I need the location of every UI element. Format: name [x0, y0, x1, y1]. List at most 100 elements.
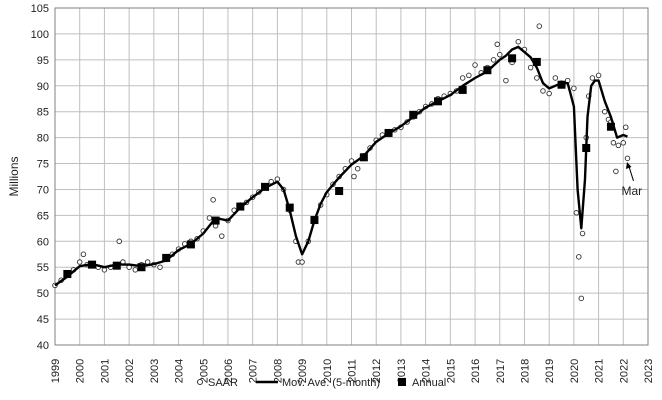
- legend-label: SAAR: [208, 377, 238, 389]
- x-tick-label: 2023: [643, 359, 655, 383]
- y-tick-label: 100: [31, 29, 49, 41]
- y-tick-label: 60: [37, 236, 49, 248]
- saar-point: [546, 90, 552, 97]
- legend-saar-marker: [197, 379, 203, 385]
- x-tick-label: 2003: [149, 359, 161, 383]
- y-tick-label: 85: [37, 107, 49, 119]
- legend: SAAR Mov. Ave. (5-month) Annual: [197, 377, 446, 389]
- x-tick-label: 2016: [470, 359, 482, 383]
- saar-point: [466, 72, 472, 79]
- saar-point: [579, 230, 586, 237]
- x-tick-label: 2014: [421, 359, 433, 383]
- x-tick-label: 2022: [618, 359, 630, 383]
- y-tick-label: 45: [37, 314, 49, 326]
- y-tick-label: 95: [37, 55, 49, 67]
- annual-point: [483, 66, 492, 75]
- annual-point: [582, 143, 591, 152]
- y-tick-label: 70: [37, 184, 49, 196]
- x-tick-label: 2009: [297, 359, 309, 383]
- x-tick-label: 2015: [445, 359, 457, 383]
- y-tick-label: 40: [37, 340, 49, 352]
- x-tick-label: 2004: [174, 359, 186, 383]
- annual-point: [606, 122, 615, 131]
- annual-point: [211, 216, 220, 225]
- annual-point: [137, 263, 146, 272]
- saar-point: [299, 259, 305, 265]
- annual-point: [409, 110, 418, 119]
- annual-point: [433, 97, 442, 106]
- x-tick-label: 2017: [495, 359, 507, 383]
- x-tick-label: 2000: [75, 359, 87, 383]
- saar-point: [589, 75, 596, 81]
- x-tick-label: 2021: [594, 359, 606, 383]
- y-tick-label: 65: [37, 210, 49, 222]
- saar-point: [602, 108, 608, 115]
- saar-point: [490, 57, 497, 63]
- x-tick-label: 2001: [99, 359, 111, 383]
- x-tick-label: 2007: [248, 359, 260, 383]
- y-axis-title: Millions: [7, 156, 21, 196]
- saar-point: [157, 264, 163, 270]
- x-tick-label: 2020: [569, 359, 581, 383]
- y-tick-label: 90: [37, 81, 49, 93]
- saar-point: [578, 295, 585, 302]
- x-tick-label: 2012: [371, 359, 383, 383]
- saar-point: [620, 140, 627, 146]
- x-tick-label: 2018: [519, 359, 531, 383]
- annual-point: [162, 253, 171, 262]
- annotation-arrowhead: [625, 161, 632, 169]
- saar-point: [354, 165, 361, 172]
- annotation-label: Mar: [621, 184, 642, 198]
- y-tick-label: 55: [37, 262, 49, 274]
- saar-point: [206, 215, 213, 221]
- x-tick-label: 2010: [322, 359, 334, 383]
- annual-point: [532, 57, 541, 66]
- moving-average-line: [54, 45, 628, 287]
- y-tick-label: 50: [37, 288, 49, 300]
- saar-point: [144, 259, 151, 265]
- annual-point: [261, 182, 270, 191]
- saar-point: [534, 75, 540, 81]
- annotation-layer: Mar: [621, 161, 642, 198]
- saar-point: [116, 238, 122, 245]
- annual-point: [236, 202, 245, 211]
- saar-point: [80, 251, 87, 258]
- saar-point: [494, 41, 501, 48]
- annual-point: [112, 261, 121, 270]
- x-tick-label: 2006: [223, 359, 235, 383]
- annual-point: [335, 187, 344, 196]
- saar-point: [573, 210, 580, 216]
- saar-point: [527, 64, 534, 71]
- saar-point: [552, 75, 559, 81]
- data-layer: [52, 23, 631, 302]
- annual-point: [384, 128, 393, 137]
- legend-annual-marker: [398, 378, 406, 386]
- saar-point: [472, 62, 478, 68]
- annual-point: [186, 240, 195, 249]
- annual-point: [557, 80, 566, 89]
- x-tick-label: 1999: [50, 359, 62, 383]
- saar-point: [623, 124, 629, 130]
- legend-label: Annual: [412, 377, 446, 389]
- annual-point: [285, 203, 294, 212]
- saar-point: [503, 77, 509, 84]
- saar-point: [210, 197, 216, 203]
- annual-point: [310, 216, 319, 225]
- annual-point: [63, 269, 72, 278]
- saar-point: [351, 173, 357, 180]
- saar-point: [515, 38, 522, 45]
- axes-layer: 40 45 50 55 60 65 70 75 80 85 90 95 100 105 1999 2000 20…: [7, 3, 655, 383]
- saar-point: [595, 72, 602, 79]
- plot-frame: [54, 7, 649, 346]
- saar-point: [571, 85, 577, 92]
- y-tick-label: 75: [37, 159, 49, 171]
- saar-point: [540, 88, 546, 94]
- legend-label: Mov. Ave. (5-month): [282, 377, 380, 389]
- saar-point: [459, 75, 466, 81]
- saar-point: [219, 233, 225, 239]
- saar-point: [536, 23, 543, 29]
- y-tick-label: 105: [31, 3, 49, 15]
- saar-point: [615, 142, 622, 149]
- x-tick-label: 2008: [272, 359, 284, 383]
